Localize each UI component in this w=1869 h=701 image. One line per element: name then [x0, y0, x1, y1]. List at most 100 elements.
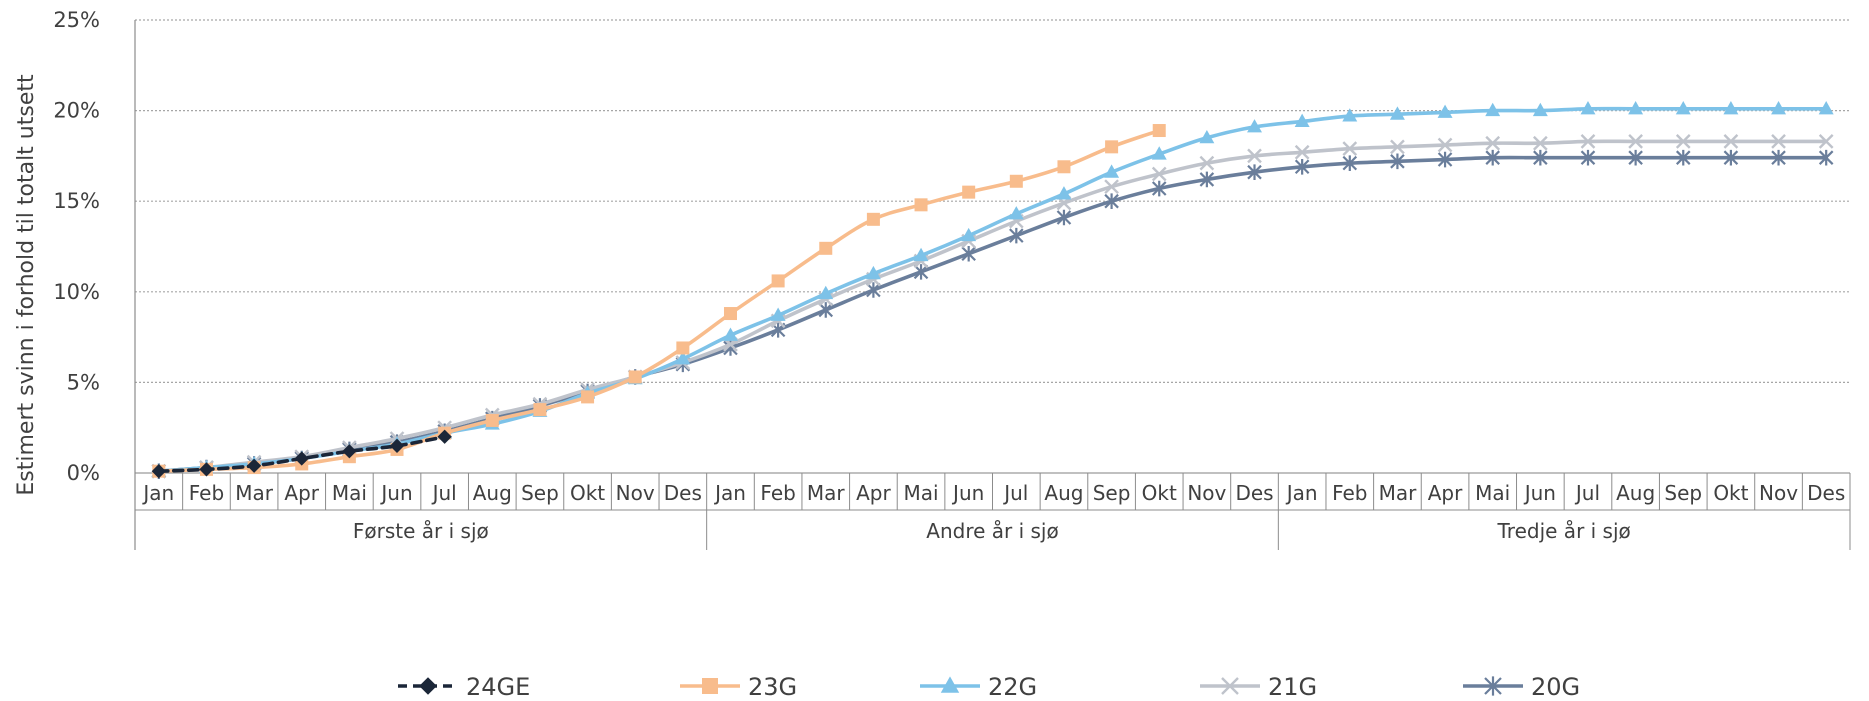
data-point-21G [1580, 134, 1596, 149]
y-axis-title: Estimert svinn i forhold til totalt utse… [14, 74, 39, 496]
x-tick-label: Jul [1002, 481, 1028, 505]
x-tick-label: Aug [1044, 481, 1083, 505]
x-tick-label: Jan [713, 481, 746, 505]
legend-marker [940, 676, 960, 693]
data-point-20G [1723, 149, 1739, 166]
data-point-22G [865, 265, 881, 280]
data-point-20G [961, 245, 976, 262]
x-tick-label: Aug [473, 481, 512, 505]
legend-label: 22G [988, 673, 1037, 701]
x-tick-label: Nov [616, 481, 655, 505]
x-tick-label: Jun [951, 481, 984, 505]
legend: 24GE 23G 22G 21G 20G [398, 673, 1580, 701]
legend-marker [419, 677, 437, 695]
data-point-24GE [199, 462, 214, 477]
x-tick-label: Feb [189, 481, 224, 505]
y-tick-label: 10% [53, 280, 100, 304]
legend-marker [1221, 677, 1239, 695]
x-axis: Jan Feb Mar Apr Mai Jun Jul Aug Sep Okt Nov Des Jan F… [134, 20, 1851, 550]
data-point-22G [1437, 104, 1453, 118]
data-point-22G [1485, 102, 1501, 117]
x-tick-label: Mai [332, 481, 367, 505]
x-tick-label: Mar [235, 481, 274, 505]
data-point-21G [1675, 134, 1691, 149]
x-tick-label: Des [664, 481, 702, 505]
x-tick-label: Jan [1285, 481, 1318, 505]
data-point-22G [1008, 206, 1024, 220]
data-point-23G [485, 413, 499, 427]
data-point-22G [818, 285, 834, 300]
data-point-24GE [151, 464, 166, 479]
data-point-23G [962, 185, 976, 199]
data-point-20G [1104, 193, 1119, 209]
data-point-22G [1771, 100, 1787, 115]
legend-label: 23G [748, 673, 797, 701]
data-point-21G [1771, 134, 1786, 149]
x-tick-label: Sep [1664, 481, 1702, 505]
x-tick-label: Nov [1759, 481, 1798, 505]
series-24GE [151, 429, 452, 479]
data-point-20G [1628, 149, 1643, 166]
x-tick-label: Feb [1332, 481, 1367, 505]
data-point-22G [1675, 100, 1691, 115]
data-point-20G [1580, 149, 1596, 166]
data-point-20G [1485, 149, 1500, 166]
series-line-20G [157, 155, 1828, 473]
data-point-24GE [342, 444, 357, 459]
data-point-22G [1580, 100, 1596, 115]
series-line-22G [157, 106, 1828, 473]
x-tick-label: Okt [1142, 481, 1177, 505]
legend-label: 24GE [466, 673, 530, 701]
data-point-20G [1009, 227, 1024, 244]
data-point-20G [1056, 209, 1072, 226]
data-point-20G [818, 302, 834, 318]
data-point-21G [1390, 139, 1405, 155]
data-point-23G [866, 212, 880, 226]
data-point-21G [1294, 144, 1310, 160]
data-point-23G [581, 390, 595, 404]
legend-marker [702, 678, 718, 694]
x-tick-label: Feb [760, 481, 795, 505]
x-tick-label: Apr [284, 481, 319, 505]
legend-marker [1484, 676, 1502, 696]
data-point-21G [1151, 166, 1167, 182]
legend-item-21G: 21G [1200, 673, 1317, 701]
data-point-20G [1151, 180, 1167, 197]
data-point-22G [1342, 108, 1358, 122]
data-point-20G [913, 264, 929, 280]
data-point-23G [819, 241, 833, 255]
x-tick-label: Jun [379, 481, 412, 505]
data-point-20G [1294, 158, 1310, 175]
x-tick-label: Jan [141, 481, 174, 505]
x-tick-label: Mar [1379, 481, 1418, 505]
data-point-20G [1818, 149, 1834, 166]
legend-label: 21G [1268, 673, 1317, 701]
x-tick-label: Apr [1428, 481, 1463, 505]
y-tick-label: 20% [53, 99, 100, 123]
data-point-23G [771, 274, 785, 288]
data-point-20G [1533, 149, 1548, 166]
group-label: Andre år i sjø [926, 519, 1058, 543]
data-point-23G [676, 341, 690, 355]
data-point-24GE [294, 451, 309, 466]
data-point-21G [1533, 135, 1548, 151]
x-tick-label: Okt [1713, 481, 1748, 505]
x-tick-label: Mar [807, 481, 846, 505]
data-point-22G [1389, 106, 1405, 120]
data-point-23G [1105, 140, 1119, 154]
data-point-22G [1247, 119, 1262, 133]
legend-item-24GE: 24GE [398, 673, 530, 701]
data-point-22G [1723, 100, 1739, 115]
data-point-23G [1009, 174, 1023, 188]
data-point-23G [1057, 160, 1071, 174]
data-point-23G [1152, 124, 1166, 138]
y-tick-label: 15% [53, 189, 100, 213]
x-tick-label: Mai [904, 481, 939, 505]
data-point-21G [1723, 134, 1739, 149]
series-layer [151, 100, 1834, 479]
data-point-21G [1104, 179, 1119, 195]
group-label: Første år i sjø [353, 519, 489, 543]
data-point-24GE [437, 429, 452, 444]
data-point-22G [1628, 100, 1644, 115]
